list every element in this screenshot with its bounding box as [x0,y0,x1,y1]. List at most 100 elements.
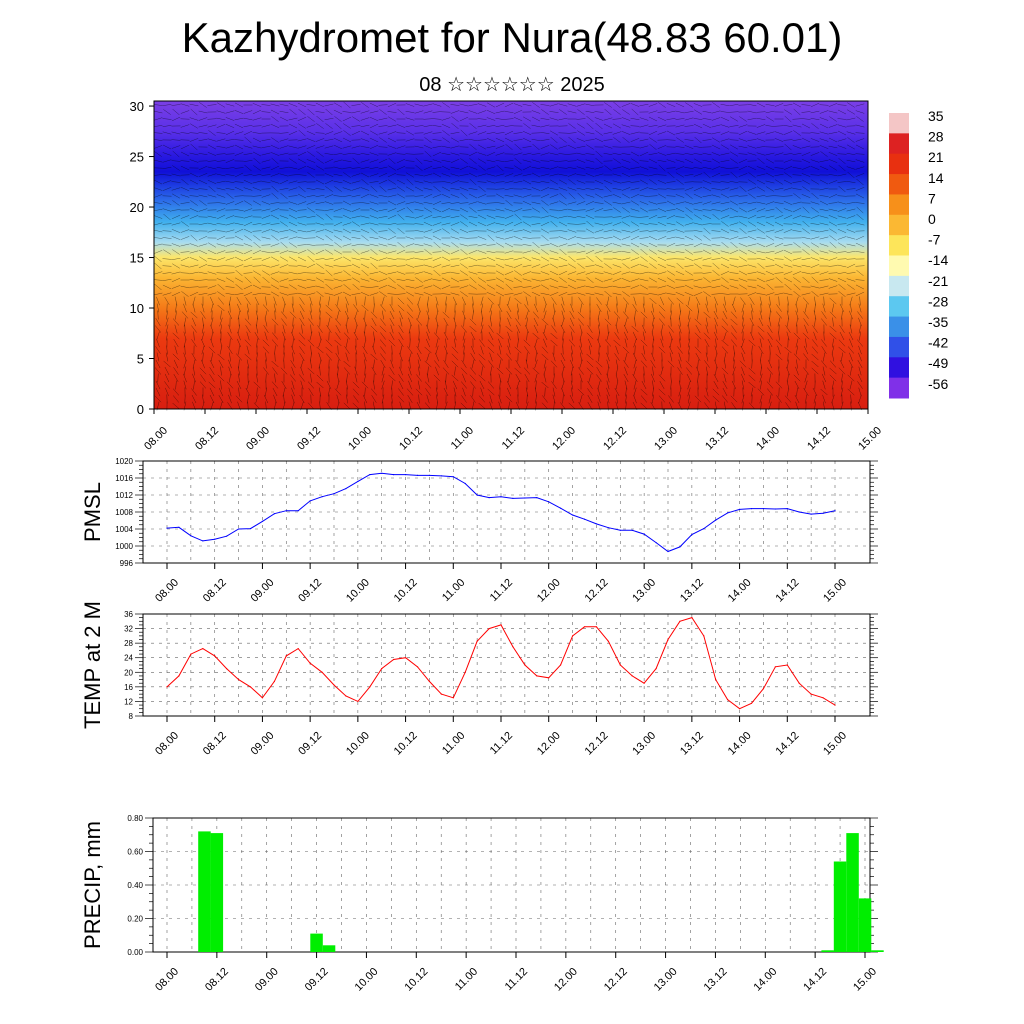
series-point [750,702,753,704]
panel-ytick-label: 1012 [115,491,133,500]
series-point [369,686,371,688]
series-point [333,684,335,686]
colorbar-swatch [889,377,909,399]
series-point [357,480,359,482]
panel-xtick-label: 08.12 [201,577,229,605]
panel-xtick-label: 13.00 [652,966,680,994]
panel-xtick-label: 13.00 [630,730,658,758]
panel-xtick-label: 08.00 [153,966,181,994]
series-point [834,510,836,512]
series-point [405,474,407,476]
panel-xtick-label: 12.00 [535,730,563,758]
series-point [214,538,216,540]
colorbar-swatch [889,296,909,318]
colorbar-label: -35 [928,314,948,330]
panel-ytick-label: 24 [124,654,133,663]
panel-xtick-label: 12.12 [583,577,611,605]
series-point [369,474,371,476]
series-point [178,526,180,528]
cross-section-ytick-label: 20 [130,200,144,215]
panel-xtick-label: 12.00 [552,966,580,994]
series-point [595,626,598,628]
series-point [488,497,490,499]
colorbar-label: 28 [928,129,944,145]
series-point [464,671,466,673]
series-point [214,655,216,657]
series-point [810,693,812,695]
panel-xtick-label: 08.00 [153,730,181,758]
colorbar-label: 0 [928,211,936,227]
panel-xtick-label: 15.00 [851,966,879,994]
panel-xtick-label: 09.12 [296,577,324,605]
series-point [536,497,538,499]
cross-section-xtick-label: 12.12 [601,425,629,453]
cross-section-xtick-label: 13.12 [703,425,731,453]
series-point [202,648,204,650]
panel-ytick-label: 1008 [115,508,133,517]
series-point [703,635,705,637]
series-point [715,679,717,681]
series-point [309,500,311,502]
panel-grid [143,460,870,564]
wind-barbs [153,101,865,411]
series-point [619,664,621,666]
panel-xtick-label: 13.00 [630,577,658,605]
colorbar-swatch [889,357,909,379]
panel-grid [143,613,870,717]
panel-1: 996 1000 1004 1008 1012 1016 1020 PMSL [80,457,878,569]
panel-ytick-label: 1004 [115,525,133,534]
colorbar-swatch [889,153,909,175]
series-point [762,688,765,690]
panel-xtick-label: 10.12 [402,966,430,994]
series-point [679,546,681,548]
panel-ytick-label: 1016 [115,474,133,483]
panel-ylabel: PMSL [80,482,105,542]
series-point [178,675,180,677]
precip-bar [846,833,859,952]
panel-xtick-label: 09.12 [303,966,331,994]
series-point [643,533,645,535]
series-point [321,496,323,498]
series-point [321,671,323,673]
panel-xtick-label: 11.00 [453,966,480,993]
cross-section-xtick-label: 13.00 [652,425,680,453]
series-point [393,474,395,476]
series-point [834,704,836,706]
colorbar-label: -42 [928,335,948,351]
panel-ytick-label: 996 [120,559,134,568]
colorbar-swatch [889,214,909,236]
series-point [583,518,586,520]
colorbar-swatch [889,336,909,358]
cross-section-xtick-label: 10.00 [346,425,374,453]
cross-section-ytick-label: 0 [137,402,144,417]
precip-bar [310,933,323,952]
series-point [762,508,765,510]
series-point [405,657,407,659]
precip-bar [210,833,224,952]
cross-section-field [154,101,868,409]
precip-bar [198,831,211,952]
series-point [226,535,228,537]
precip-bar [322,945,336,952]
panel-xtick-label: 09.12 [296,730,324,758]
series-point [727,699,729,701]
colorbar-swatch [889,133,909,155]
colorbar-label: 21 [928,149,944,165]
panel-xtick-label: 08.00 [153,577,181,605]
chart-title: Kazhydromet for Nura(48.83 60.01) [181,14,843,61]
series-point [333,493,335,495]
series-point [476,494,478,496]
series-point [190,535,192,537]
series-point [524,664,526,666]
panel-xtick-label: 09.00 [253,966,281,994]
series-point [226,668,228,670]
series-point [595,523,598,525]
series-point [619,529,621,531]
precip-bar [821,950,834,952]
panel-ytick-label: 20 [124,668,133,677]
series-point [512,497,514,499]
series-point [285,510,287,512]
series-point [238,679,240,681]
cross-section-xtick-label: 14.12 [805,425,833,453]
cross-section-ytick-label: 30 [130,99,144,114]
